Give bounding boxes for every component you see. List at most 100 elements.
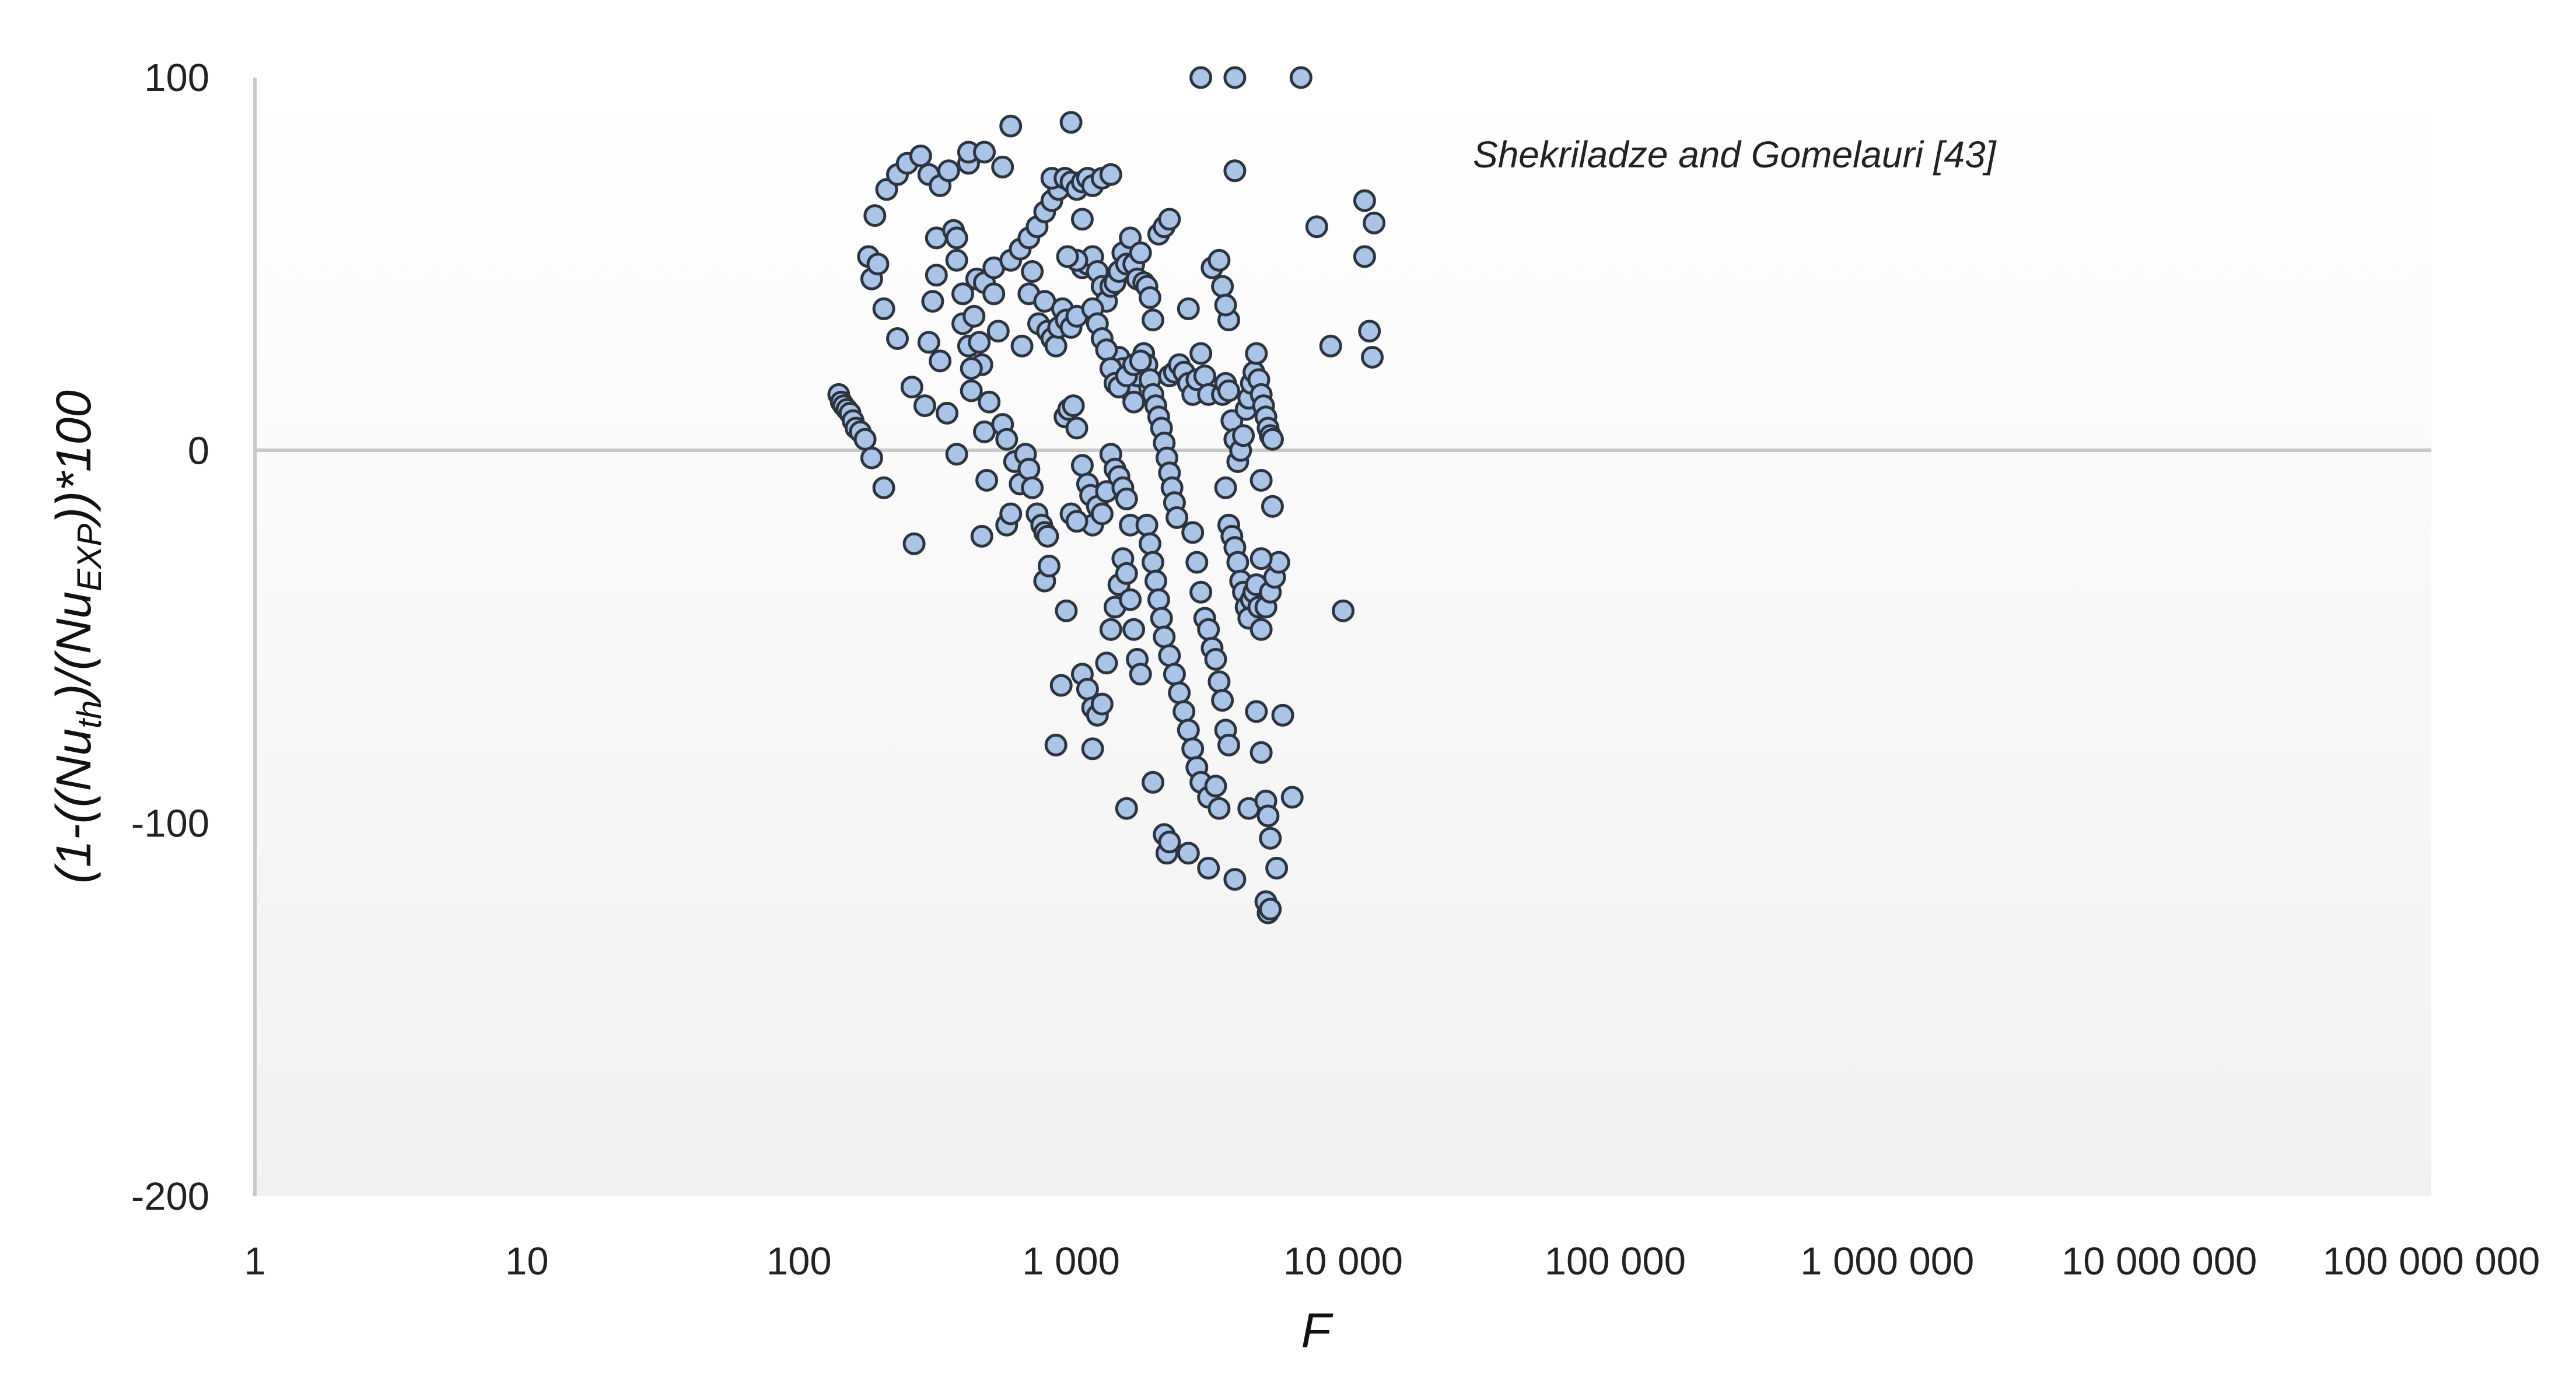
data-point — [1181, 521, 1205, 544]
data-point — [1245, 342, 1268, 365]
data-point — [1189, 66, 1213, 89]
data-point — [1232, 424, 1255, 447]
data-point — [1119, 588, 1142, 611]
data-point — [1115, 562, 1138, 585]
data-point — [1168, 681, 1191, 705]
x-tick-label: 10 000 000 — [2062, 1239, 2257, 1283]
data-point — [921, 290, 944, 313]
data-point — [963, 304, 986, 328]
plot-area — [255, 78, 2431, 1196]
data-point — [1189, 580, 1213, 604]
y-title-sub1: th — [71, 700, 108, 728]
data-point — [1208, 670, 1231, 693]
data-point — [1158, 208, 1181, 231]
data-point — [1177, 719, 1200, 742]
data-point — [1049, 674, 1073, 697]
data-point — [1150, 607, 1173, 630]
data-point — [1065, 510, 1088, 533]
x-axis-title: F — [1301, 1303, 1334, 1358]
data-point — [1319, 334, 1342, 358]
data-point — [1271, 703, 1294, 727]
y-tick-label: 100 — [144, 56, 209, 100]
data-point — [1353, 189, 1376, 212]
data-point — [1037, 555, 1060, 577]
data-point — [1153, 625, 1176, 649]
data-point — [1122, 618, 1146, 641]
x-tick-label: 1 000 — [1022, 1239, 1120, 1283]
data-point — [945, 226, 968, 250]
data-point — [1208, 797, 1231, 820]
data-point — [1138, 286, 1161, 309]
data-point — [1055, 599, 1078, 622]
data-point — [960, 379, 983, 402]
data-point — [945, 248, 968, 272]
data-point — [886, 327, 909, 350]
data-point — [913, 394, 936, 418]
data-point — [1044, 733, 1068, 756]
data-point — [1177, 842, 1200, 865]
data-point — [1217, 379, 1240, 402]
x-tick-label: 100 000 — [1545, 1239, 1686, 1283]
data-point — [917, 331, 940, 354]
data-point — [1036, 524, 1059, 548]
data-point — [1099, 618, 1122, 641]
data-point — [1166, 506, 1189, 529]
data-point — [1353, 245, 1376, 268]
data-point — [1021, 476, 1044, 499]
data-point — [986, 320, 1010, 343]
data-point — [1129, 241, 1152, 264]
data-point — [1197, 856, 1220, 880]
data-point — [1245, 700, 1268, 723]
data-point — [1265, 856, 1289, 880]
data-point — [1259, 898, 1282, 921]
data-point — [1358, 320, 1381, 343]
data-point — [1062, 394, 1085, 418]
data-point — [1204, 647, 1227, 671]
data-point — [945, 443, 968, 466]
y-axis-title: (1-((Nuth)/(NuEXP))*100 — [46, 390, 108, 884]
data-point — [1193, 365, 1216, 387]
data-point — [1177, 297, 1200, 320]
data-point — [1256, 804, 1280, 828]
data-point — [1208, 248, 1231, 272]
x-tick-label: 10 — [505, 1239, 549, 1283]
data-point — [1142, 770, 1164, 794]
data-point — [1021, 260, 1044, 283]
data-point — [1115, 487, 1138, 510]
data-point — [1158, 831, 1181, 854]
y-tick-label: -100 — [131, 802, 209, 846]
data-point — [1226, 551, 1250, 574]
data-point — [1305, 215, 1328, 239]
data-point — [1147, 588, 1170, 611]
data-point — [1070, 454, 1094, 477]
data-point — [1363, 211, 1386, 234]
data-point — [936, 401, 958, 425]
data-point — [1095, 652, 1118, 675]
data-point — [1099, 163, 1122, 186]
data-point — [975, 469, 999, 492]
chart-annotation: Shekriladze and Gomelauri [43] — [1473, 134, 1997, 176]
data-point — [872, 476, 895, 499]
data-point — [1095, 338, 1118, 362]
data-point — [1158, 644, 1181, 667]
data-point — [951, 282, 974, 306]
data-point — [1010, 334, 1034, 358]
data-point — [1181, 737, 1205, 761]
data-point — [1332, 599, 1354, 622]
data-point — [1250, 741, 1273, 764]
data-point — [1090, 692, 1114, 716]
x-tick-label: 1 — [244, 1239, 265, 1283]
data-point — [1142, 309, 1164, 332]
data-point — [863, 204, 887, 227]
y-title-middle: )/(Nu — [46, 591, 101, 706]
data-point — [968, 331, 991, 354]
data-point — [1214, 293, 1237, 317]
data-point — [978, 390, 1001, 414]
x-tick-label: 1 000 000 — [1800, 1239, 1974, 1283]
data-point — [960, 357, 983, 380]
data-point — [1142, 551, 1164, 574]
data-point — [1211, 275, 1234, 298]
data-point — [973, 141, 996, 164]
data-point — [1217, 733, 1240, 756]
data-point — [1129, 663, 1152, 686]
